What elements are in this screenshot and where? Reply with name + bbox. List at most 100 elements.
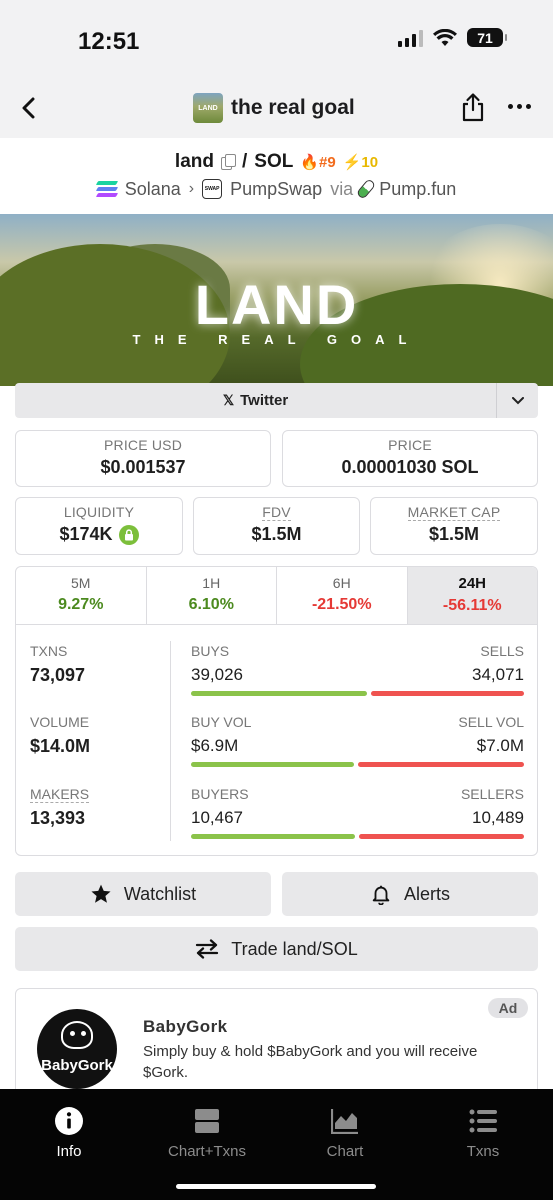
- change-24h: -56.11%: [442, 597, 502, 614]
- twitter-button[interactable]: 𝕏 Twitter: [15, 383, 496, 418]
- market-cap-card[interactable]: MARKET CAP $1.5M: [370, 497, 538, 555]
- base-token-symbol: land: [174, 151, 214, 172]
- chevron-down-icon: [511, 396, 524, 404]
- tab-info[interactable]: Info: [0, 1107, 138, 1160]
- tab-5m[interactable]: 5M 9.27%: [16, 567, 147, 624]
- buy-bar: [191, 691, 367, 696]
- tab-txns[interactable]: Txns: [414, 1107, 552, 1160]
- boost-rank[interactable]: ⚡10: [343, 153, 378, 171]
- home-indicator: [176, 1184, 376, 1189]
- sell-bar: [371, 691, 524, 696]
- tab-chart-label: Chart: [326, 1143, 364, 1160]
- liquidity-label: LIQUIDITY: [63, 504, 135, 520]
- chevron-right-icon: ›: [188, 180, 195, 197]
- sellers-bar: [359, 834, 524, 839]
- tab-chart[interactable]: Chart: [276, 1107, 414, 1160]
- buyers-value: 10,467: [191, 808, 243, 827]
- status-bar: 12:51 71: [0, 0, 553, 80]
- change-5m: 9.27%: [58, 596, 104, 613]
- volume-value: $14.0M: [30, 736, 91, 756]
- social-links-row: 𝕏 Twitter: [15, 383, 538, 418]
- tab-6h[interactable]: 6H -21.50%: [277, 567, 408, 624]
- pair-header: land / SOL 🔥#9 ⚡10: [0, 148, 553, 176]
- via-text: via: [330, 178, 354, 199]
- buys-label: BUYS: [191, 643, 230, 659]
- market-cap-label: MARKET CAP: [407, 504, 501, 521]
- change-1h: 6.10%: [188, 596, 234, 613]
- ad-card[interactable]: BabyGork BabyGork Simply buy & hold $Bab…: [15, 988, 538, 1098]
- stats-divider: [170, 641, 171, 841]
- pumpswap-icon: SWAP: [202, 179, 223, 199]
- status-icons: 71: [398, 28, 507, 47]
- launchpad-link[interactable]: Pump.fun: [379, 178, 457, 199]
- alerts-label: Alerts: [403, 883, 450, 904]
- trending-rank[interactable]: 🔥#9: [300, 153, 335, 171]
- gork-face-icon: [61, 1021, 93, 1049]
- ad-badge: Ad: [488, 998, 528, 1018]
- back-icon[interactable]: [14, 94, 42, 122]
- tab-chart-txns-label: Chart+Txns: [168, 1143, 246, 1160]
- pill-icon: [355, 178, 377, 200]
- makers-split-bar: [191, 834, 524, 839]
- quote-token-symbol: SOL: [254, 151, 294, 172]
- volume-row: VOLUME $14.0M BUY VOL SELL VOL $6.9M $7.0M: [16, 714, 537, 782]
- more-options-icon[interactable]: [508, 104, 531, 109]
- buy-vol-bar: [191, 762, 354, 767]
- ad-logo: BabyGork: [37, 1009, 117, 1089]
- sell-vol-value: $7.0M: [476, 736, 524, 755]
- fdv-card[interactable]: FDV $1.5M: [193, 497, 360, 555]
- chain-link[interactable]: Solana: [124, 178, 181, 199]
- bell-icon: [372, 885, 390, 905]
- pair-separator: /: [241, 151, 248, 172]
- tab-24h[interactable]: 24H -56.11%: [407, 567, 537, 624]
- txns-label: TXNS: [30, 643, 68, 659]
- banner-title: LAND: [194, 273, 359, 336]
- txns-row: TXNS 73,097 BUYS SELLS 39,026 34,071: [16, 643, 537, 711]
- bottom-tab-bar: Info Chart+Txns Chart Txns: [0, 1089, 553, 1200]
- timeframe-tabs: 5M 9.27% 1H 6.10% 6H -21.50% 24H -56.11%: [16, 567, 537, 625]
- banner-subtitle: THE REAL GOAL: [132, 332, 421, 347]
- sellers-label: SELLERS: [460, 786, 524, 802]
- share-icon[interactable]: [459, 92, 487, 122]
- market-cap-value: $1.5M: [428, 524, 480, 544]
- tab-info-label: Info: [56, 1143, 82, 1160]
- alerts-button[interactable]: Alerts: [282, 872, 538, 916]
- buyers-bar: [191, 834, 355, 839]
- list-icon: [469, 1109, 497, 1133]
- buy-vol-value: $6.9M: [191, 736, 239, 755]
- buyers-label: BUYERS: [191, 786, 249, 802]
- sells-label: SELLS: [480, 643, 524, 659]
- tab-1h[interactable]: 1H 6.10%: [147, 567, 277, 624]
- price-usd-value: $0.001537: [100, 457, 186, 477]
- watchlist-button[interactable]: Watchlist: [15, 872, 271, 916]
- dex-link[interactable]: PumpSwap: [230, 178, 323, 199]
- social-dropdown-button[interactable]: [496, 383, 538, 418]
- copy-icon[interactable]: [220, 154, 236, 170]
- token-thumbnail: LAND: [193, 93, 223, 123]
- price-usd-label: PRICE USD: [103, 437, 183, 453]
- wifi-icon: [433, 28, 457, 46]
- trending-rank-value: #9: [319, 154, 336, 171]
- sell-vol-bar: [358, 762, 524, 767]
- chart-icon: [331, 1109, 358, 1134]
- route-breadcrumb: Solana › SWAP PumpSwap via Pump.fun: [0, 176, 553, 202]
- buys-value: 39,026: [191, 665, 243, 684]
- makers-row: MAKERS 13,393 BUYERS SELLERS 10,467 10,489: [16, 786, 537, 854]
- trade-button[interactable]: Trade land/SOL: [15, 927, 538, 971]
- nav-title-group: LAND the real goal: [193, 93, 355, 123]
- ad-description: Simply buy & hold $BabyGork and you will…: [143, 1043, 478, 1081]
- makers-label[interactable]: MAKERS: [30, 786, 90, 803]
- nav-header: LAND the real goal: [0, 80, 553, 138]
- star-icon: [91, 884, 111, 903]
- swap-arrows-icon: [196, 939, 219, 959]
- x-logo-icon: 𝕏: [222, 392, 235, 408]
- sell-vol-label: SELL VOL: [458, 714, 524, 730]
- lock-icon[interactable]: [118, 524, 139, 545]
- stats-panel: 5M 9.27% 1H 6.10% 6H -21.50% 24H -56.11%…: [15, 566, 538, 856]
- tab-chart-txns[interactable]: Chart+Txns: [138, 1107, 276, 1160]
- txns-value: 73,097: [30, 665, 86, 685]
- info-icon: [55, 1107, 83, 1135]
- fdv-label: FDV: [262, 504, 291, 521]
- trade-label: Trade land/SOL: [231, 938, 358, 959]
- sells-value: 34,071: [472, 665, 524, 684]
